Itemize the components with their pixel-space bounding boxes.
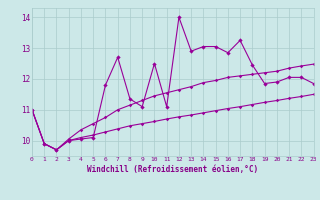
X-axis label: Windchill (Refroidissement éolien,°C): Windchill (Refroidissement éolien,°C) bbox=[87, 165, 258, 174]
